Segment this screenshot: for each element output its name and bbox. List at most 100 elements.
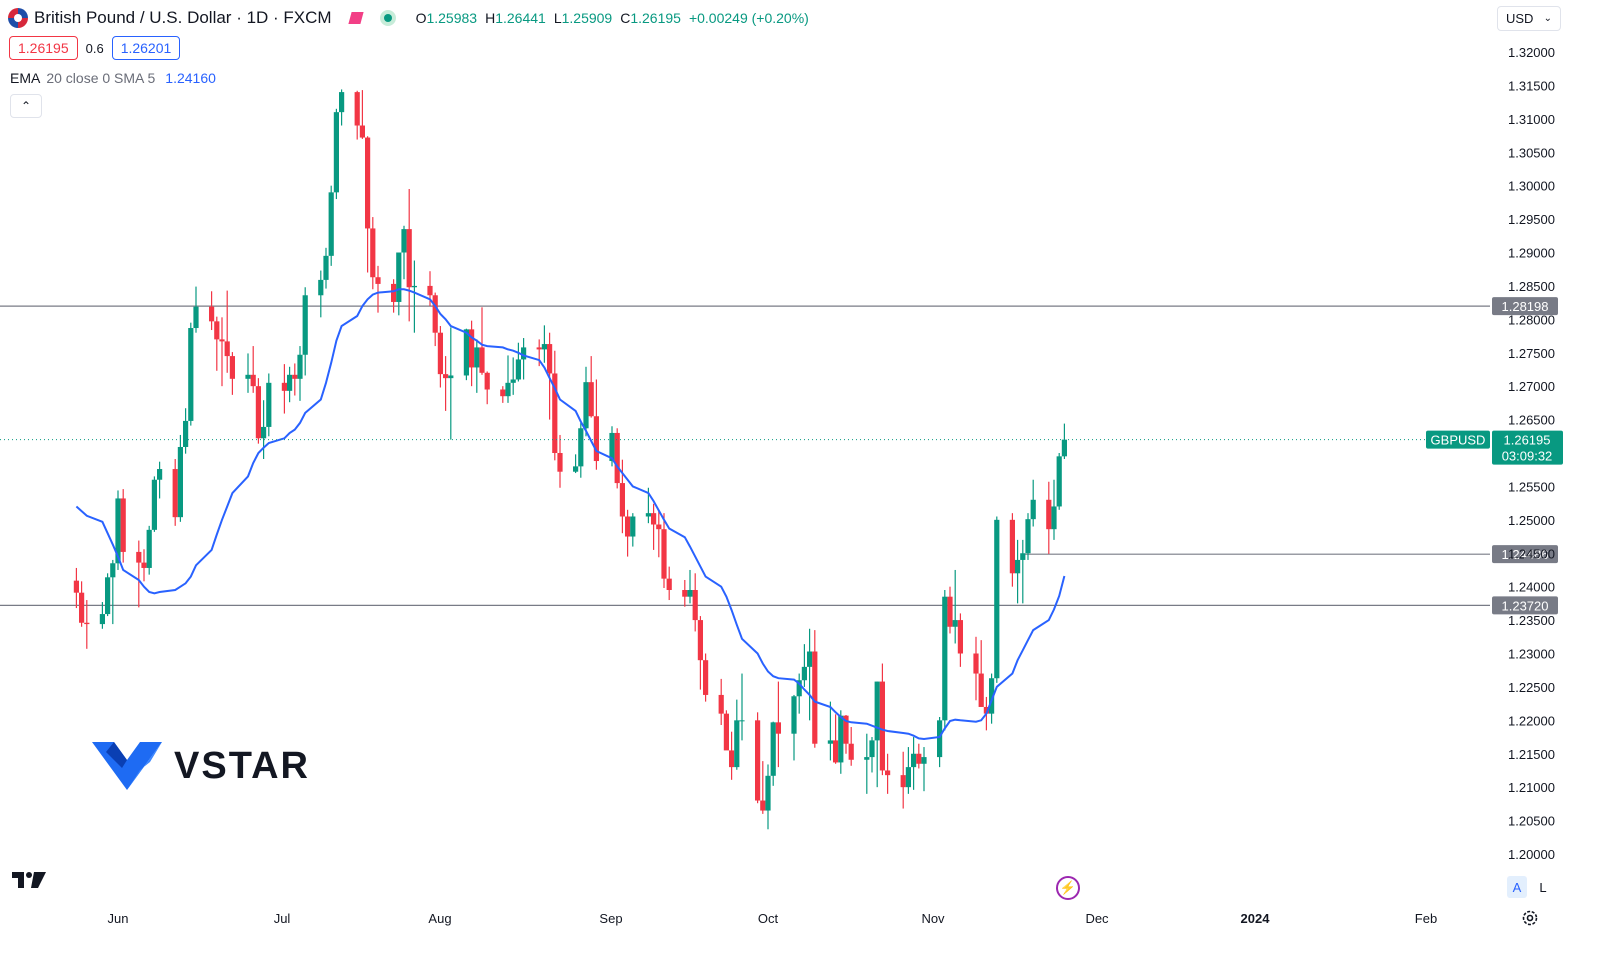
sell-button[interactable]: 1.26195 [9, 36, 78, 60]
candle-body [281, 382, 287, 391]
level-price-label: 1.24486 [1502, 547, 1549, 562]
y-tick-label: 1.24500 [1508, 546, 1555, 561]
current-price-tag [1492, 430, 1563, 465]
y-tick-label: 1.28500 [1508, 279, 1555, 294]
x-tick-label: Oct [758, 911, 779, 926]
candle-body [874, 681, 880, 741]
candle-body [666, 578, 672, 591]
candle-body [885, 770, 891, 776]
collapse-legend-button[interactable]: ⌃ [10, 94, 42, 118]
auto-scale-button[interactable]: A [1507, 876, 1527, 898]
candle-body [879, 681, 885, 771]
candle-body [193, 306, 199, 329]
candle-body [151, 479, 157, 530]
candle-body [214, 321, 220, 340]
spread-value: 0.6 [85, 40, 104, 56]
candle-body [172, 469, 178, 518]
candle-body [297, 354, 303, 379]
ema-line [75, 288, 1066, 741]
ema-value: 1.24160 [165, 70, 216, 86]
candle-body [692, 590, 698, 621]
candle-body [521, 347, 527, 360]
y-tick-label: 1.22500 [1508, 680, 1555, 695]
symbol-title[interactable]: British Pound / U.S. Dollar · 1D · FXCM [34, 8, 332, 27]
chevron-down-icon: ⌄ [1543, 13, 1552, 24]
candle-body [287, 374, 293, 391]
candle-body [370, 228, 376, 278]
candle-body [578, 428, 584, 467]
candle-body [354, 92, 360, 126]
candle-body [323, 255, 329, 280]
buy-button[interactable]: 1.26201 [111, 36, 181, 60]
level-price-tag [1492, 297, 1558, 316]
candle-body [188, 328, 194, 421]
candle-body [1056, 456, 1062, 507]
candle-body [177, 446, 183, 518]
candle-body [921, 757, 927, 764]
candle-body [770, 722, 776, 776]
tradingview-logo-icon[interactable] [12, 870, 46, 890]
current-price-label: 1.26195 [1504, 433, 1551, 448]
candle-body [536, 347, 542, 350]
candle-body [328, 192, 334, 256]
candle-body [479, 347, 485, 373]
candle-body [73, 580, 79, 593]
x-tick-label: Jun [108, 911, 129, 926]
level-price-tag [1492, 596, 1558, 615]
level-price-label: 1.23720 [1502, 598, 1549, 613]
y-tick-label: 1.21500 [1508, 747, 1555, 762]
candle-body [136, 551, 142, 563]
candle-body [697, 620, 703, 661]
y-tick-label: 1.27500 [1508, 346, 1555, 361]
candle-body [609, 432, 615, 462]
candle-body [625, 516, 631, 537]
open-value: 1.25983 [426, 10, 478, 26]
candle-body [614, 432, 620, 484]
candle-body [209, 306, 215, 322]
currency-select[interactable]: USD ⌄ [1497, 6, 1561, 31]
candle-body [734, 720, 740, 768]
candle-body [905, 767, 911, 788]
candle-body [437, 332, 443, 375]
candle-body [775, 722, 781, 734]
y-tick-label: 1.28000 [1508, 312, 1555, 327]
candle-body [484, 372, 490, 390]
candle-body [760, 800, 766, 811]
candle-body [1020, 553, 1026, 560]
candle-body [916, 753, 922, 764]
candle-body [827, 740, 833, 744]
candle-body [292, 374, 298, 379]
candle-body [333, 112, 339, 193]
candle-body [261, 426, 267, 439]
candle-body [219, 339, 225, 342]
high-value: 1.26441 [495, 10, 546, 26]
candle-body [245, 374, 251, 379]
countdown-label: 03:09:32 [1502, 449, 1553, 464]
ema-legend[interactable]: EMA 20 close 0 SMA 5 1.24160 [10, 70, 216, 86]
x-tick-label: Feb [1415, 911, 1437, 926]
level-price-tag [1492, 545, 1558, 564]
flash-icon[interactable]: ⚡ [1056, 876, 1080, 900]
candle-body [983, 706, 989, 714]
settings-icon[interactable] [1520, 908, 1540, 928]
candle-body [833, 740, 839, 763]
candle-body [375, 277, 381, 284]
candle-body [812, 651, 818, 744]
symbol-tag-label: GBPUSD [1431, 433, 1486, 448]
log-scale-button[interactable]: L [1539, 879, 1547, 895]
candle-body [1015, 559, 1021, 574]
market-open-icon [379, 10, 396, 26]
candle-body [645, 513, 651, 517]
candle-body [157, 469, 163, 480]
candle-body [99, 614, 105, 625]
candle-body [302, 295, 308, 355]
candle-body [687, 590, 693, 597]
candle-body [448, 375, 454, 379]
candle-body [500, 389, 506, 397]
y-tick-label: 1.21000 [1508, 780, 1555, 795]
candle-body [266, 382, 272, 427]
candle-body [541, 344, 547, 350]
candle-body [183, 420, 189, 447]
chevron-up-icon: ⌃ [20, 99, 32, 113]
